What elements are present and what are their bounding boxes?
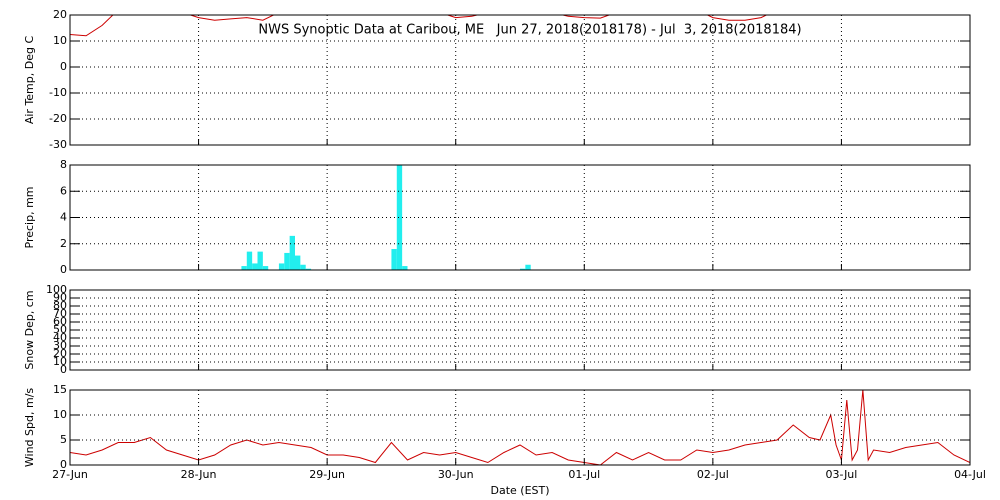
y-tick-label: 10 [53, 408, 67, 421]
x-tick-label: 30-Jun [438, 468, 474, 481]
frame [69, 164, 971, 271]
y-axis-label: Wind Spd, m/s [23, 388, 36, 468]
y-tick-label: 6 [60, 184, 67, 197]
bar [525, 264, 531, 270]
plot-area [70, 390, 970, 465]
y-tick-label: 20 [53, 8, 67, 21]
x-tick-label: 01-Jul [568, 468, 600, 481]
y-tick-label: 0 [60, 363, 67, 376]
y-tick-label: 100 [46, 283, 67, 296]
y-tick-label: 15 [53, 383, 67, 396]
bar [520, 268, 526, 270]
bar [241, 266, 247, 270]
y-tick-label: 5 [60, 433, 67, 446]
bar [295, 255, 301, 270]
x-tick-label: 27-Jun [52, 468, 88, 481]
y-tick-label: 90 [53, 291, 67, 304]
y-tick-label: 0 [60, 458, 67, 471]
y-axis-label: Precip, mm [23, 187, 36, 249]
frame [69, 289, 971, 371]
bar [402, 266, 408, 270]
y-axis-label: Snow Dep, cm [23, 290, 36, 369]
bar [257, 251, 263, 270]
y-axis-label: Air Temp, Deg C [23, 36, 36, 125]
y-tick-label: 10 [53, 355, 67, 368]
plot-area [70, 15, 768, 37]
y-tick-label: 10 [53, 34, 67, 47]
y-tick-label: 8 [60, 158, 67, 171]
frame [69, 14, 971, 146]
y-tick-label: 70 [53, 307, 67, 320]
y-tick-label: 30 [53, 339, 67, 352]
bar [289, 235, 295, 270]
bar [252, 263, 258, 270]
bar [391, 249, 397, 270]
y-tick-label: 60 [53, 315, 67, 328]
bar [305, 268, 312, 270]
x-tick-label: 28-Jun [181, 468, 217, 481]
y-tick-label: 40 [53, 331, 67, 344]
bar [300, 264, 306, 270]
y-tick-label: 50 [53, 323, 67, 336]
y-tick-label: 2 [60, 237, 67, 250]
y-tick-label: 4 [60, 211, 67, 224]
frame [69, 389, 971, 466]
line [70, 390, 970, 465]
line [70, 15, 768, 37]
x-tick-label: 04-Jul [954, 468, 986, 481]
chart-title: NWS Synoptic Data at Caribou, ME Jun 27,… [258, 23, 801, 38]
x-tick-label: 02-Jul [697, 468, 729, 481]
y-tick-label: -20 [49, 112, 67, 125]
bar [262, 266, 269, 270]
y-tick-label: -30 [49, 138, 67, 151]
bar [246, 251, 253, 270]
plot-area [241, 165, 531, 270]
x-tick-label: 29-Jun [309, 468, 345, 481]
y-tick-label: 0 [60, 263, 67, 276]
bar [396, 165, 403, 270]
bar [278, 263, 285, 270]
y-tick-label: 20 [53, 347, 67, 360]
y-tick-label: 0 [60, 60, 67, 73]
x-axis-label: Date (EST) [490, 484, 549, 497]
bar [284, 252, 290, 270]
y-tick-label: 80 [53, 299, 67, 312]
y-tick-label: -10 [49, 86, 67, 99]
x-tick-label: 03-Jul [825, 468, 857, 481]
